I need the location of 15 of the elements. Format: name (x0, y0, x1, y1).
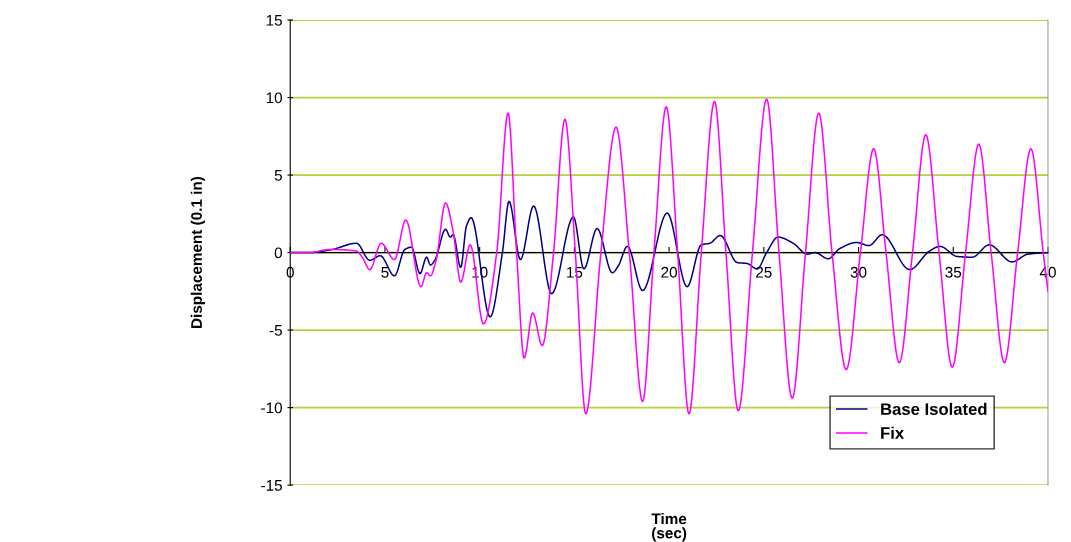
x-axis-title: Time (sec) (651, 512, 687, 542)
y-tick-label: 5 (274, 170, 282, 181)
y-tick-label: 0 (274, 247, 283, 259)
legend-label: Fix (881, 426, 905, 439)
x-tick-label: 5 (381, 267, 389, 278)
x-tick-label: 20 (661, 266, 678, 278)
y-tick-label: -5 (269, 325, 282, 336)
legend-label: Base Isolated (881, 402, 987, 416)
y-tick-label: -10 (261, 402, 283, 414)
y-tick-label: 10 (266, 92, 283, 104)
x-tick-label: 25 (756, 266, 772, 278)
x-tick-label: 35 (945, 266, 962, 278)
y-tick-label: 15 (266, 15, 282, 26)
y-tick-label: -15 (261, 480, 282, 491)
y-axis-title: Displacement (0.1 in) (190, 176, 205, 328)
